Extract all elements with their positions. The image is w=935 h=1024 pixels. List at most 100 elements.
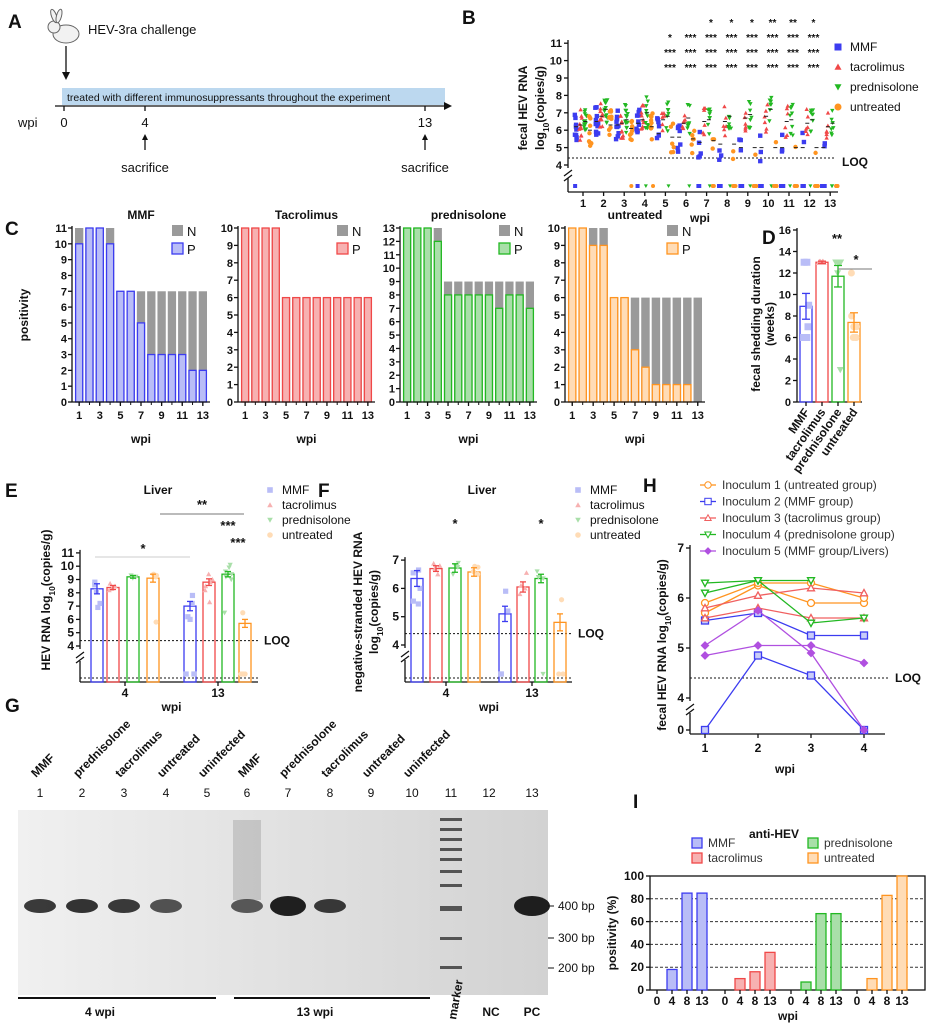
data-point (535, 575, 541, 580)
legend-label: P (352, 242, 361, 257)
legend-marker (267, 487, 273, 493)
positive-bar (423, 227, 432, 403)
x-tick-label: 0 (722, 994, 729, 1008)
data-point-untreated (649, 137, 655, 142)
data-point-prednisolone (685, 126, 690, 131)
data-point-MMF (656, 124, 662, 129)
data-point (806, 671, 816, 680)
series-line (704, 607, 864, 619)
legend-marker (704, 497, 712, 506)
significance-marker: *** (705, 33, 717, 44)
data-point-prednisolone (789, 124, 795, 129)
data-point (185, 614, 191, 620)
negative-point-prednisolone (666, 184, 671, 188)
positive-bar (333, 296, 342, 403)
data-point-tacrolimus (824, 132, 829, 137)
data-point-tacrolimus (598, 109, 603, 114)
x-tick-label: 9 (653, 410, 659, 422)
legend-marker (703, 513, 713, 522)
data-point (540, 576, 546, 582)
loq-label: LOQ (842, 155, 868, 169)
data-point (700, 603, 710, 612)
data-point (852, 334, 860, 341)
y-tick-label: 3 (554, 345, 560, 357)
data-point (191, 671, 197, 677)
lane-label: PC (524, 1005, 541, 1019)
data-point-prednisolone (645, 122, 650, 127)
data-point-prednisolone (707, 112, 712, 117)
data-point-prednisolone (829, 117, 834, 122)
data-point-untreated (649, 125, 654, 130)
y-tick-label: 8 (61, 270, 67, 282)
data-point-MMF (636, 119, 641, 124)
data-point-tacrolimus (784, 106, 790, 111)
sacrifice-label: sacrifice (121, 160, 169, 175)
bar-untreated-8 (881, 894, 893, 991)
data-point-MMF (614, 117, 620, 122)
y-tick-label: 7 (61, 286, 67, 298)
data-point (859, 614, 869, 623)
data-point (700, 579, 710, 588)
y-tick-label: 3 (61, 350, 67, 362)
label-part: log (367, 636, 381, 654)
data-point-prednisolone (582, 108, 588, 113)
gel-band-lane-4 (150, 899, 182, 913)
label-part: (copies/g) (655, 559, 669, 616)
label-part: 10 (663, 616, 673, 626)
data-point-untreated (607, 132, 612, 138)
data-point (241, 671, 247, 677)
data-point-prednisolone (644, 108, 649, 113)
y-tick-label: 0 (61, 397, 67, 409)
data-point-prednisolone (789, 111, 795, 116)
significance-marker: *** (220, 518, 236, 533)
data-point (431, 560, 437, 566)
y-tick-label: 5 (227, 310, 233, 322)
positive-bar (454, 294, 463, 403)
data-point-tacrolimus (598, 101, 603, 106)
data-point-MMF (678, 142, 683, 147)
bar-prednisolone (534, 577, 548, 683)
data-point-tacrolimus (639, 110, 644, 115)
significance-marker: *** (726, 48, 738, 59)
x-tick-label: 13 (197, 410, 209, 422)
data-point (97, 600, 103, 607)
data-point-prednisolone (665, 129, 670, 134)
positive-bar (630, 349, 640, 403)
y-tick-label: 4 (556, 160, 563, 172)
x-tick-label: 11 (504, 410, 516, 422)
data-point-tacrolimus (659, 111, 665, 115)
data-point-prednisolone (749, 115, 754, 120)
label-part: HEV RNA log (39, 596, 53, 671)
data-point-untreated (692, 128, 697, 134)
gel-band-lane-3 (108, 899, 140, 913)
data-point-untreated (587, 123, 593, 128)
legend-label: P (514, 242, 523, 257)
series-line (704, 644, 865, 664)
x-tick-label: 3 (590, 410, 596, 422)
x-tick-label: 13 (895, 994, 909, 1008)
x-tick-label: 7 (138, 410, 144, 422)
data-point-untreated (649, 120, 654, 126)
x-tick-label: 4 (869, 994, 876, 1008)
significance-marker: * (812, 18, 816, 29)
data-point-tacrolimus (743, 110, 748, 115)
x-axis-label: wpi (296, 432, 317, 446)
data-point-prednisolone (604, 120, 609, 125)
data-point-untreated (793, 144, 798, 150)
data-point-untreated (668, 124, 674, 129)
significance-marker: * (750, 18, 754, 29)
data-point-tacrolimus (824, 129, 830, 134)
y-tick-label: 8 (556, 90, 562, 102)
data-point (753, 641, 763, 650)
legend-label: prednisolone (282, 513, 351, 527)
y-tick-label: 9 (67, 573, 74, 587)
negative-bar (167, 291, 177, 402)
panel-letter-e: E (5, 481, 18, 502)
y-tick-label: 40 (631, 937, 645, 951)
gel-band-lane-2 (66, 899, 98, 913)
data-point (475, 564, 481, 570)
lane-number: 9 (368, 786, 375, 800)
data-point-MMF (615, 124, 620, 130)
data-point-MMF (593, 130, 599, 135)
data-point (836, 366, 844, 374)
